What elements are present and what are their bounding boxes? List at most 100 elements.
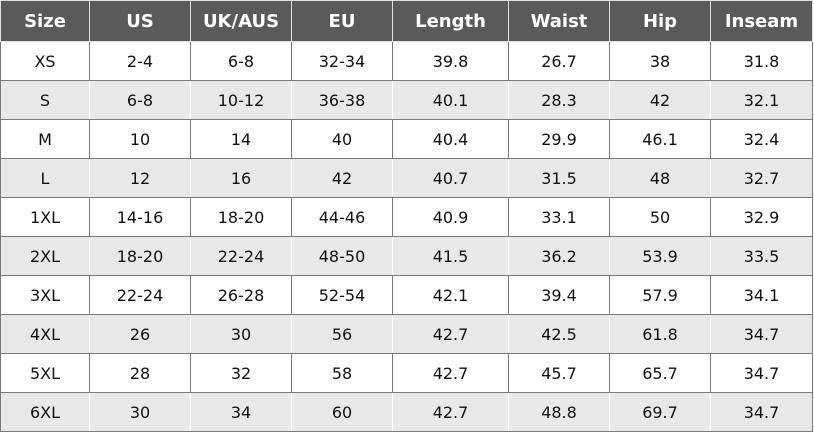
cell-length: 42.7 (392, 353, 509, 393)
cell-waist: 26.7 (508, 41, 610, 81)
cell-us: 2-4 (89, 41, 191, 81)
cell-uk-aus: 18-20 (190, 197, 292, 237)
cell-length: 40.1 (392, 80, 509, 120)
cell-inseam: 32.1 (710, 80, 813, 120)
cell-length: 41.5 (392, 236, 509, 276)
cell-us: 14-16 (89, 197, 191, 237)
cell-uk-aus: 34 (190, 392, 292, 432)
cell-eu: 32-34 (291, 41, 393, 81)
cell-size: 1XL (0, 197, 90, 237)
cell-uk-aus: 16 (190, 158, 292, 198)
cell-size: 6XL (0, 392, 90, 432)
cell-size: S (0, 80, 90, 120)
cell-size: XS (0, 41, 90, 81)
cell-waist: 33.1 (508, 197, 610, 237)
cell-uk-aus: 14 (190, 119, 292, 159)
table-row: 2XL 18-20 22-24 48-50 41.5 36.2 53.9 33.5 (0, 236, 813, 276)
cell-eu: 58 (291, 353, 393, 393)
cell-eu: 44-46 (291, 197, 393, 237)
cell-waist: 39.4 (508, 275, 610, 315)
cell-hip: 65.7 (609, 353, 711, 393)
cell-inseam: 32.9 (710, 197, 813, 237)
cell-inseam: 32.4 (710, 119, 813, 159)
cell-length: 40.7 (392, 158, 509, 198)
cell-us: 28 (89, 353, 191, 393)
cell-us: 6-8 (89, 80, 191, 120)
cell-eu: 52-54 (291, 275, 393, 315)
cell-hip: 42 (609, 80, 711, 120)
table-row: L 12 16 42 40.7 31.5 48 32.7 (0, 158, 813, 198)
table-row: 3XL 22-24 26-28 52-54 42.1 39.4 57.9 34.1 (0, 275, 813, 315)
table-row: 5XL 28 32 58 42.7 45.7 65.7 34.7 (0, 353, 813, 393)
cell-length: 40.4 (392, 119, 509, 159)
cell-length: 42.7 (392, 392, 509, 432)
cell-size: 3XL (0, 275, 90, 315)
cell-uk-aus: 32 (190, 353, 292, 393)
cell-us: 12 (89, 158, 191, 198)
cell-uk-aus: 22-24 (190, 236, 292, 276)
column-header-waist: Waist (508, 0, 610, 42)
cell-length: 42.7 (392, 314, 509, 354)
column-header-hip: Hip (609, 0, 711, 42)
cell-inseam: 33.5 (710, 236, 813, 276)
cell-waist: 45.7 (508, 353, 610, 393)
cell-inseam: 34.1 (710, 275, 813, 315)
column-header-eu: EU (291, 0, 393, 42)
cell-us: 26 (89, 314, 191, 354)
cell-inseam: 34.7 (710, 314, 813, 354)
table-row: 4XL 26 30 56 42.7 42.5 61.8 34.7 (0, 314, 813, 354)
cell-hip: 57.9 (609, 275, 711, 315)
column-header-inseam: Inseam (710, 0, 813, 42)
column-header-us: US (89, 0, 191, 42)
column-header-size: Size (0, 0, 90, 42)
cell-us: 10 (89, 119, 191, 159)
cell-hip: 61.8 (609, 314, 711, 354)
cell-waist: 48.8 (508, 392, 610, 432)
cell-eu: 36-38 (291, 80, 393, 120)
header-row: Size US UK/AUS EU Length Waist Hip Inseam (0, 0, 813, 42)
cell-uk-aus: 10-12 (190, 80, 292, 120)
cell-eu: 42 (291, 158, 393, 198)
cell-us: 22-24 (89, 275, 191, 315)
cell-us: 30 (89, 392, 191, 432)
cell-uk-aus: 26-28 (190, 275, 292, 315)
cell-length: 39.8 (392, 41, 509, 81)
cell-eu: 56 (291, 314, 393, 354)
cell-hip: 38 (609, 41, 711, 81)
cell-inseam: 31.8 (710, 41, 813, 81)
cell-size: 5XL (0, 353, 90, 393)
cell-size: 4XL (0, 314, 90, 354)
cell-uk-aus: 30 (190, 314, 292, 354)
cell-length: 40.9 (392, 197, 509, 237)
cell-hip: 69.7 (609, 392, 711, 432)
table-row: 1XL 14-16 18-20 44-46 40.9 33.1 50 32.9 (0, 197, 813, 237)
table-row: 6XL 30 34 60 42.7 48.8 69.7 34.7 (0, 392, 813, 432)
cell-hip: 50 (609, 197, 711, 237)
cell-length: 42.1 (392, 275, 509, 315)
cell-inseam: 34.7 (710, 392, 813, 432)
cell-size: L (0, 158, 90, 198)
table-row: XS 2-4 6-8 32-34 39.8 26.7 38 31.8 (0, 41, 813, 81)
cell-waist: 28.3 (508, 80, 610, 120)
cell-hip: 46.1 (609, 119, 711, 159)
table-row: M 10 14 40 40.4 29.9 46.1 32.4 (0, 119, 813, 159)
cell-waist: 36.2 (508, 236, 610, 276)
cell-eu: 48-50 (291, 236, 393, 276)
cell-uk-aus: 6-8 (190, 41, 292, 81)
cell-size: M (0, 119, 90, 159)
cell-eu: 40 (291, 119, 393, 159)
cell-waist: 29.9 (508, 119, 610, 159)
table-body: XS 2-4 6-8 32-34 39.8 26.7 38 31.8 S 6-8 10-12 36-3… (0, 41, 813, 432)
cell-inseam: 34.7 (710, 353, 813, 393)
cell-size: 2XL (0, 236, 90, 276)
cell-hip: 48 (609, 158, 711, 198)
column-header-length: Length (392, 0, 509, 42)
cell-waist: 31.5 (508, 158, 610, 198)
cell-eu: 60 (291, 392, 393, 432)
cell-waist: 42.5 (508, 314, 610, 354)
cell-hip: 53.9 (609, 236, 711, 276)
table-row: S 6-8 10-12 36-38 40.1 28.3 42 32.1 (0, 80, 813, 120)
cell-inseam: 32.7 (710, 158, 813, 198)
cell-us: 18-20 (89, 236, 191, 276)
